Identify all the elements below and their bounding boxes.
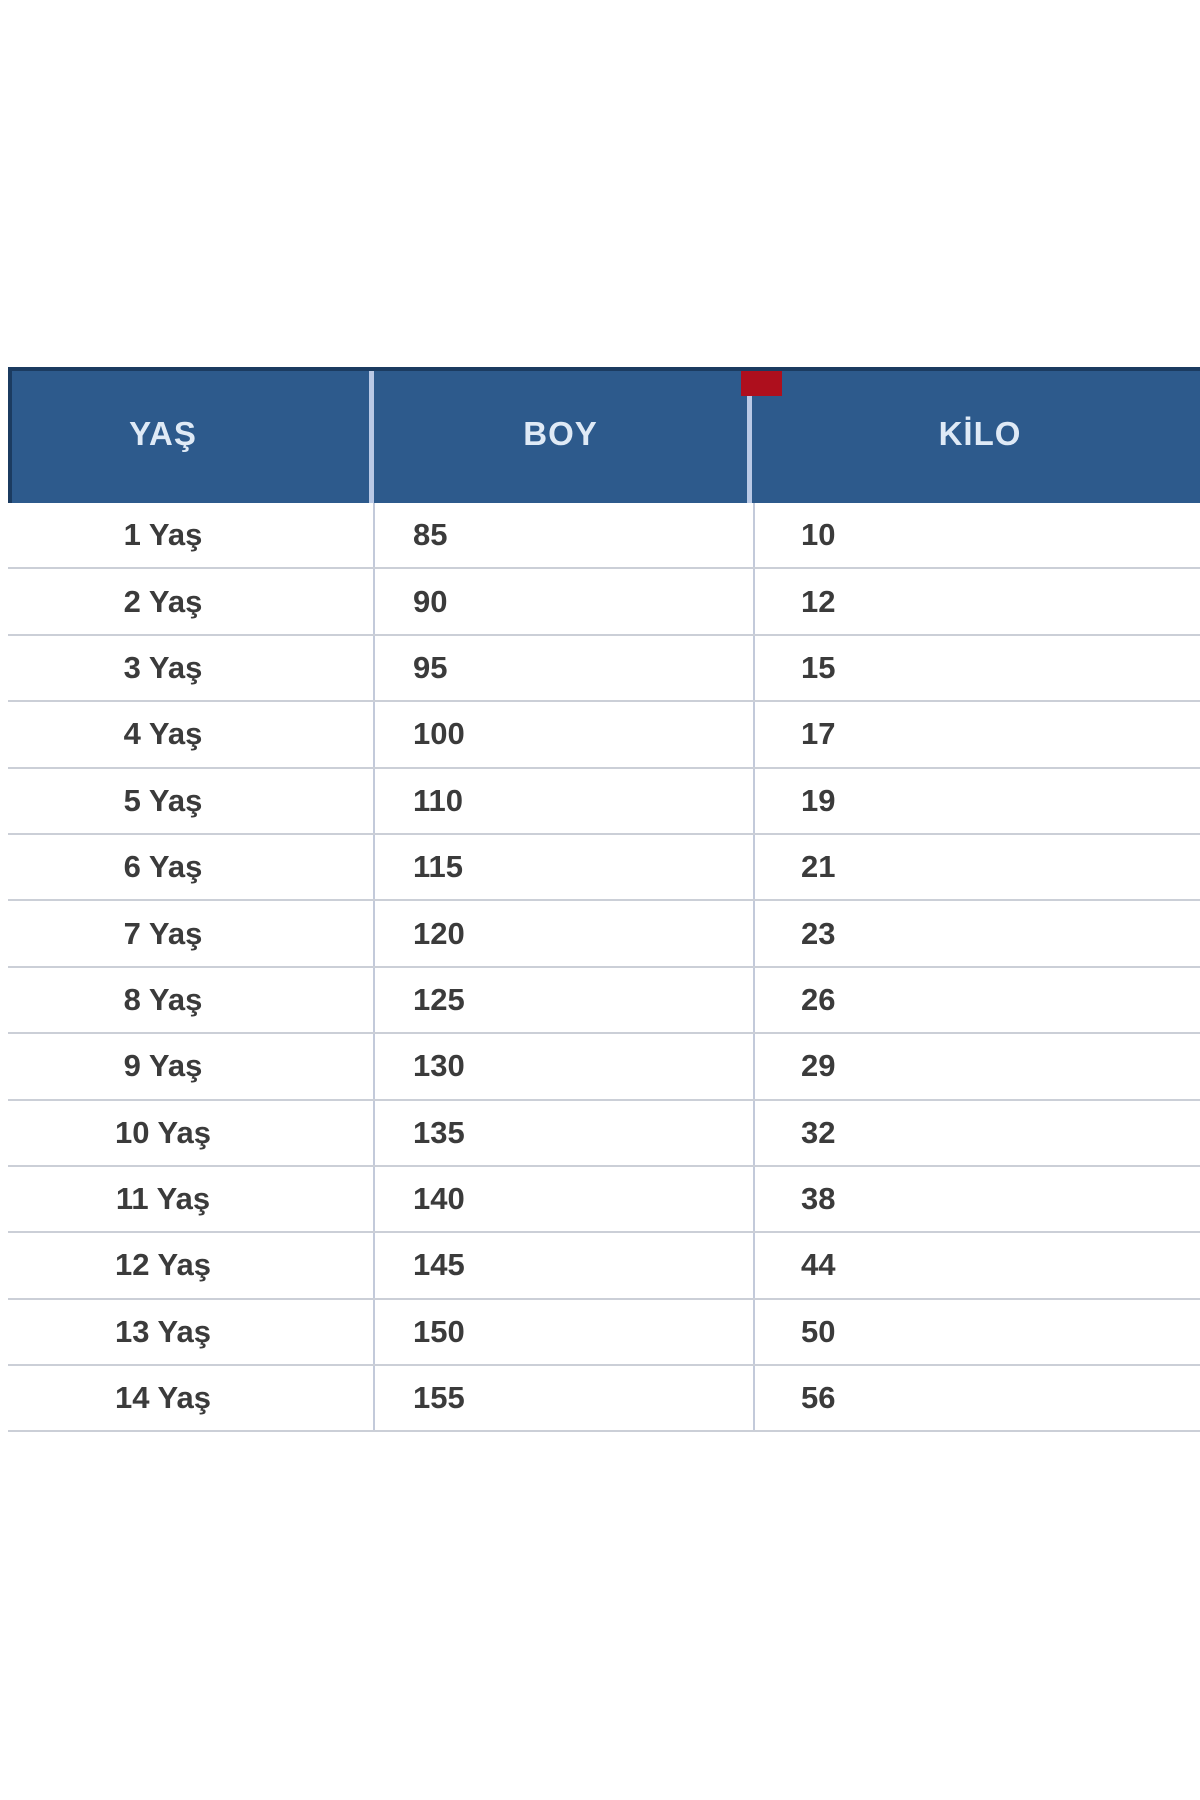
age-cell: 13 Yaş <box>8 1299 375 1365</box>
height-cell: 85 <box>375 503 755 568</box>
age-cell: 7 Yaş <box>8 901 375 966</box>
table-row: 2 Yaş 90 12 <box>8 569 1200 636</box>
red-square-marker <box>741 371 782 396</box>
age-cell: 9 Yaş <box>8 1034 375 1099</box>
height-cell: 90 <box>375 569 755 634</box>
height-cell: 125 <box>375 967 755 1033</box>
height-cell: 95 <box>375 635 755 701</box>
weight-cell: 10 <box>801 517 836 553</box>
table-row: 14 Yaş 155 56 <box>8 1366 1200 1433</box>
table-row: 5 Yaş 110 19 <box>8 768 1200 835</box>
table-header-row: YAŞ BOY KİLO <box>8 367 1200 503</box>
table-row: 10 Yaş 135 32 <box>8 1100 1200 1167</box>
age-cell: 4 Yaş <box>8 702 375 767</box>
table-row: 8 Yaş 125 26 <box>8 967 1200 1035</box>
weight-cell: 21 <box>801 849 836 885</box>
table-row: 13 Yaş 150 50 <box>8 1299 1200 1367</box>
weight-cell: 32 <box>801 1114 836 1150</box>
height-cell: 150 <box>375 1299 755 1365</box>
age-cell: 2 Yaş <box>8 569 375 634</box>
table-row: 9 Yaş 130 29 <box>8 1034 1200 1101</box>
height-cell: 145 <box>375 1233 755 1298</box>
weight-cell: 26 <box>801 981 836 1017</box>
weight-cell: 19 <box>801 782 836 818</box>
age-cell: 8 Yaş <box>8 967 375 1033</box>
age-cell: 14 Yaş <box>8 1366 375 1431</box>
age-height-weight-table: YAŞ BOY KİLO 1 Yaş 85 10 2 Yaş 90 12 3 Yaş 95 15… <box>8 367 1200 1433</box>
age-cell: 11 Yaş <box>8 1166 375 1232</box>
column-header-height: BOY <box>374 371 752 503</box>
age-cell: 10 Yaş <box>8 1100 375 1165</box>
table-row: 7 Yaş 120 23 <box>8 901 1200 968</box>
height-cell: 140 <box>375 1166 755 1232</box>
weight-cell: 29 <box>801 1048 836 1084</box>
table-row: 3 Yaş 95 15 <box>8 635 1200 703</box>
table-row: 11 Yaş 140 38 <box>8 1166 1200 1234</box>
table-body: 1 Yaş 85 10 2 Yaş 90 12 3 Yaş 95 15 4 Yaş 100 17 5 Y… <box>8 503 1200 1433</box>
height-cell: 110 <box>375 768 755 833</box>
age-cell: 3 Yaş <box>8 635 375 701</box>
age-cell: 12 Yaş <box>8 1233 375 1298</box>
table-row: 6 Yaş 115 21 <box>8 834 1200 902</box>
height-cell: 100 <box>375 702 755 767</box>
weight-cell: 56 <box>801 1380 836 1416</box>
table-row: 4 Yaş 100 17 <box>8 702 1200 769</box>
weight-cell: 23 <box>801 915 836 951</box>
weight-cell: 15 <box>801 649 836 685</box>
height-cell: 130 <box>375 1034 755 1099</box>
table-row: 12 Yaş 145 44 <box>8 1233 1200 1300</box>
column-header-age: YAŞ <box>12 371 374 503</box>
weight-cell: 12 <box>801 583 836 619</box>
height-cell: 155 <box>375 1366 755 1431</box>
weight-cell: 17 <box>801 716 836 752</box>
age-cell: 6 Yaş <box>8 834 375 900</box>
weight-cell: 44 <box>801 1247 836 1283</box>
table-row: 1 Yaş 85 10 <box>8 503 1200 570</box>
height-cell: 115 <box>375 834 755 900</box>
age-cell: 1 Yaş <box>8 503 375 568</box>
weight-cell: 38 <box>801 1181 836 1217</box>
height-cell: 135 <box>375 1100 755 1165</box>
height-cell: 120 <box>375 901 755 966</box>
column-header-weight: KİLO <box>938 415 1022 452</box>
age-cell: 5 Yaş <box>8 768 375 833</box>
weight-cell: 50 <box>801 1313 836 1349</box>
